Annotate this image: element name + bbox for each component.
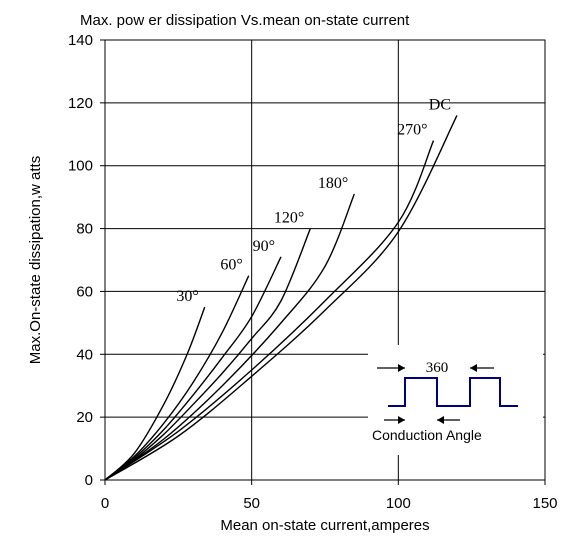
period-label: 360 [426, 360, 449, 376]
curve-label: 180° [318, 175, 348, 192]
x-tick-label: 0 [101, 495, 109, 512]
curve-270deg [104, 140, 435, 481]
curve-labels: 30° 60° 90° 120° 180° 270°DC [176, 96, 451, 305]
curve-dc [104, 115, 458, 481]
curve-label: 270° [397, 122, 427, 139]
y-tick-label: 60 [76, 283, 93, 300]
conduction-angle-label: Conduction Angle [372, 427, 482, 443]
y-tick-label: 80 [76, 221, 93, 238]
arrowhead-left-icon [470, 364, 477, 372]
curve-180deg [104, 193, 355, 481]
curve-label: DC [429, 96, 451, 113]
arrowhead-right-icon [398, 364, 405, 372]
x-tick-label: 150 [532, 495, 557, 512]
y-axis: 0 20 40 60 80 100 120 140 [68, 32, 105, 489]
plot-frame [104, 39, 546, 481]
y-tick-label: 0 [85, 472, 93, 489]
x-tick-label: 100 [386, 495, 411, 512]
curve-30deg [104, 306, 206, 481]
chart-title: Max. pow er dissipation Vs.mean on-state… [80, 12, 410, 29]
y-tick-label: 100 [68, 158, 93, 175]
curve-90deg [104, 256, 282, 481]
arrowhead-left-icon [437, 416, 444, 424]
pulse-waveform [388, 377, 518, 407]
curve-label: 30° [176, 288, 198, 305]
x-tick-label: 50 [243, 495, 260, 512]
curve-60deg [104, 275, 250, 481]
y-tick-label: 140 [68, 32, 93, 49]
y-tick-label: 20 [76, 409, 93, 426]
grid-lines [105, 40, 545, 480]
y-tick-label: 40 [76, 346, 93, 363]
y-axis-label: Max.On-state dissipation,w atts [27, 156, 44, 364]
curves [104, 115, 458, 481]
conduction-waveform-inset: 360 Conduction Angle [368, 345, 543, 455]
x-axis-label: Mean on-state current,amperes [220, 517, 429, 534]
y-tick-label: 120 [68, 95, 93, 112]
curve-label: 120° [274, 210, 304, 227]
x-axis: 0 50 100 150 [101, 480, 558, 512]
arrowhead-right-icon [398, 416, 405, 424]
curve-label: 90° [253, 238, 275, 255]
curve-label: 60° [220, 257, 242, 274]
curve-120deg [104, 228, 311, 481]
inset-background [368, 345, 543, 455]
